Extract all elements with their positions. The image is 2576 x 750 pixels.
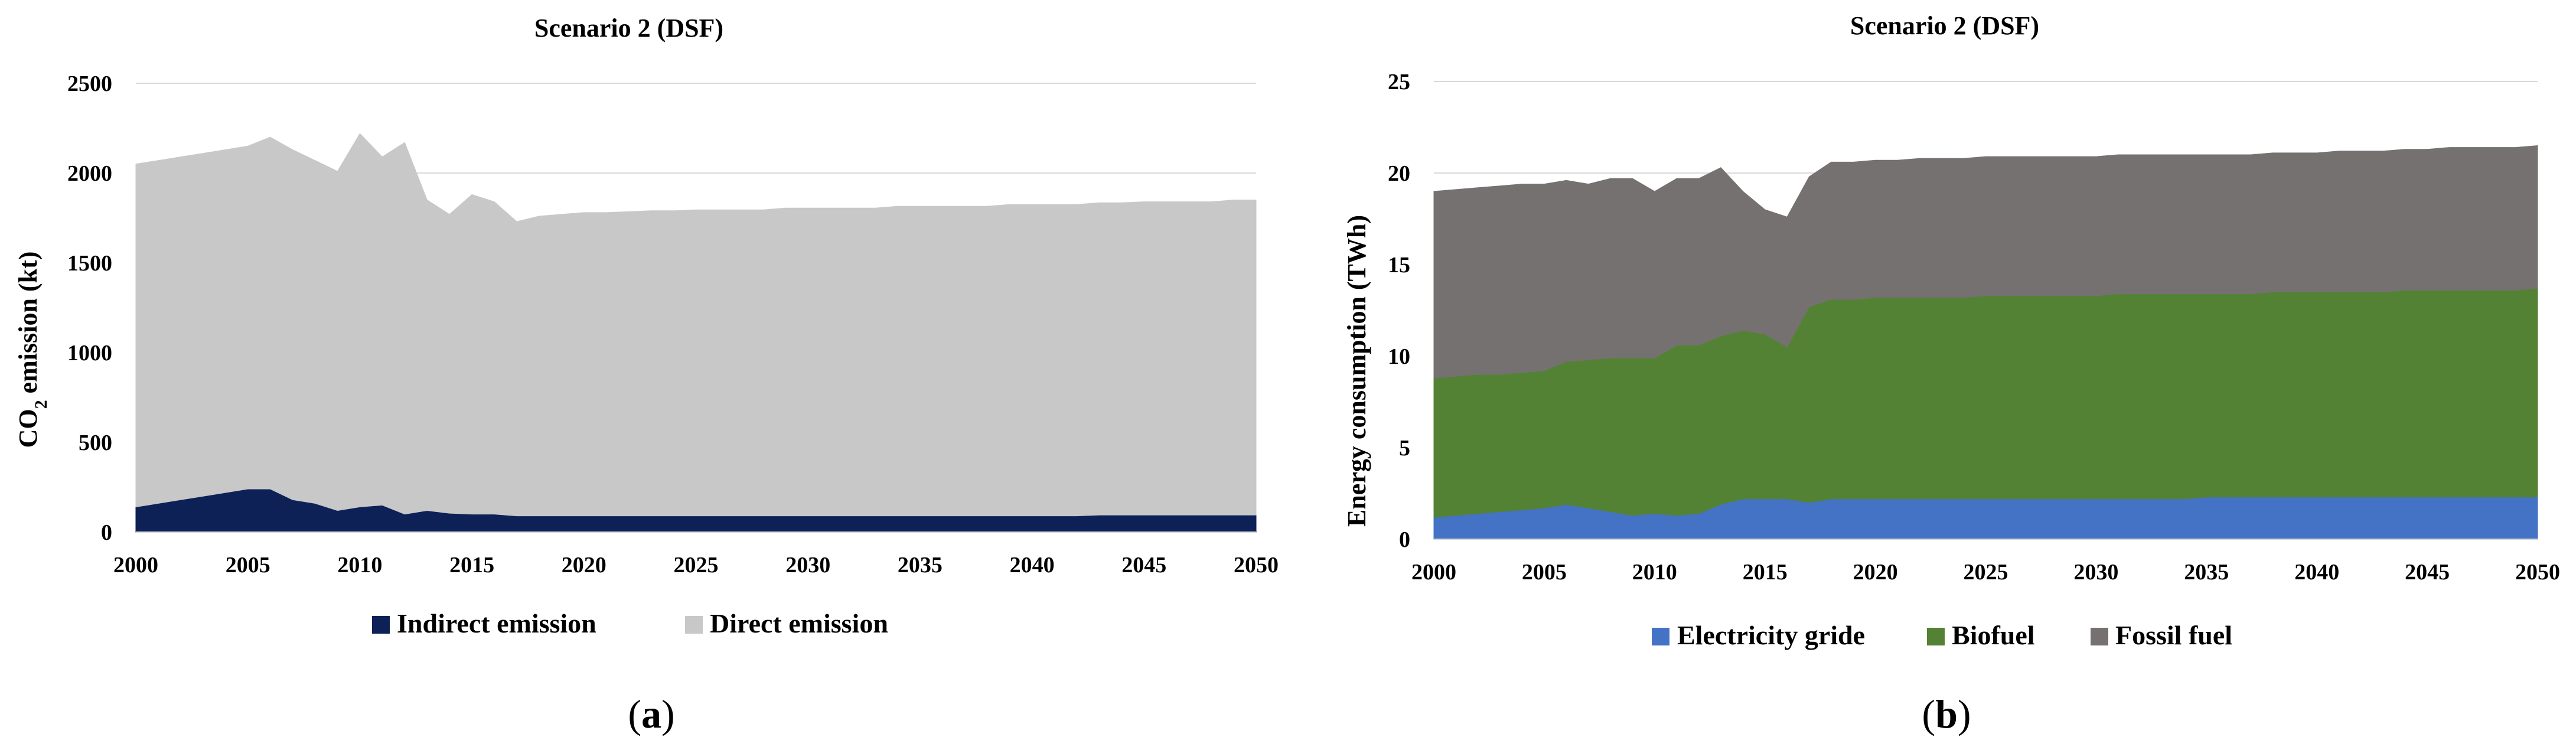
chart-a-title: Scenario 2 (DSF) <box>534 14 723 43</box>
y-tick-label: 2000 <box>67 161 112 186</box>
legend-label-fossil-fuel: Fossil fuel <box>2115 620 2232 650</box>
x-tick-label: 2020 <box>1853 560 1898 585</box>
legend-label-indirect-emission: Indirect emission <box>397 608 596 638</box>
x-tick-label: 2030 <box>2073 560 2118 585</box>
x-tick-label: 2035 <box>2184 560 2229 585</box>
legend-swatch-indirect-emission <box>372 616 390 634</box>
legend-label-direct-emission: Direct emission <box>710 608 888 638</box>
y-tick-label: 15 <box>1388 253 1410 278</box>
chart-a-y-axis-label: CO2 emission (kt) <box>14 252 51 448</box>
chart-b-y-axis-label: Energy consumption (TWh) <box>1342 215 1371 527</box>
legend-swatch-fossil-fuel <box>2091 628 2108 645</box>
y-tick-label: 500 <box>79 431 112 455</box>
chart-b-y-ticks: 0 5 10 15 20 25 <box>1388 70 1410 552</box>
x-tick-label: 2010 <box>1632 560 1677 585</box>
x-tick-label: 2005 <box>1522 560 1567 585</box>
x-tick-label: 2015 <box>449 553 494 578</box>
chart-a-legend: Indirect emission Direct emission <box>372 608 888 638</box>
x-tick-label: 2045 <box>2405 560 2450 585</box>
x-tick-label: 2035 <box>898 553 943 578</box>
caption-b-letter: b <box>1935 692 1958 736</box>
y-tick-label: 0 <box>1399 527 1410 552</box>
chart-a-y-ticks: 0 500 1000 1500 2000 2500 <box>67 71 112 545</box>
legend-label-electricity-gride: Electricity gride <box>1677 620 1865 650</box>
x-tick-label: 2010 <box>337 553 382 578</box>
area-direct-emission <box>135 133 1257 517</box>
legend-swatch-biofuel <box>1927 628 1945 645</box>
y-label-subscript: 2 <box>31 400 51 409</box>
y-tick-label: 25 <box>1388 70 1410 94</box>
x-tick-label: 2030 <box>785 553 830 578</box>
x-tick-label: 2050 <box>2515 560 2560 585</box>
y-tick-label: 2500 <box>67 71 112 96</box>
chart-b-title: Scenario 2 (DSF) <box>1850 11 2039 40</box>
y-tick-label: 5 <box>1399 436 1410 461</box>
y-tick-label: 1500 <box>67 251 112 276</box>
y-tick-label: 20 <box>1388 161 1410 186</box>
legend-swatch-direct-emission <box>685 616 703 634</box>
chart-b-x-ticks: 2000 2005 2010 2015 2020 2025 2030 2035 2040 2045… <box>1411 539 2560 585</box>
y-label-rest: emission (kt) <box>14 252 43 400</box>
x-tick-label: 2005 <box>226 553 270 578</box>
chart-b-caption: (b) <box>1922 692 1971 736</box>
x-tick-label: 2025 <box>1964 560 2008 585</box>
x-tick-label: 2040 <box>1010 553 1055 578</box>
x-tick-label: 2025 <box>674 553 719 578</box>
x-tick-label: 2040 <box>2294 560 2339 585</box>
y-tick-label: 0 <box>101 520 112 545</box>
chart-a-x-ticks: 2000 2005 2010 2015 2020 2025 2030 2035 2040 2045… <box>113 531 1279 578</box>
x-tick-label: 2020 <box>562 553 606 578</box>
x-tick-label: 2050 <box>1234 553 1279 578</box>
caption-a-letter: a <box>641 692 661 736</box>
y-tick-label: 1000 <box>67 341 112 366</box>
x-tick-label: 2045 <box>1121 553 1166 578</box>
chart-b-legend: Electricity gride Biofuel Fossil fuel <box>1652 620 2232 650</box>
chart-b-areas <box>1433 145 2538 540</box>
chart-a-areas <box>135 133 1257 533</box>
x-tick-label: 2000 <box>113 553 158 578</box>
y-label-co: CO <box>14 409 43 448</box>
area-fossil-fuel <box>1433 145 2538 379</box>
y-tick-label: 10 <box>1388 344 1410 369</box>
chart-a-caption: (a) <box>628 692 674 736</box>
x-tick-label: 2015 <box>1743 560 1788 585</box>
x-tick-label: 2000 <box>1411 560 1456 585</box>
legend-label-biofuel: Biofuel <box>1952 620 2035 650</box>
legend-swatch-electricity-gride <box>1652 628 1669 645</box>
